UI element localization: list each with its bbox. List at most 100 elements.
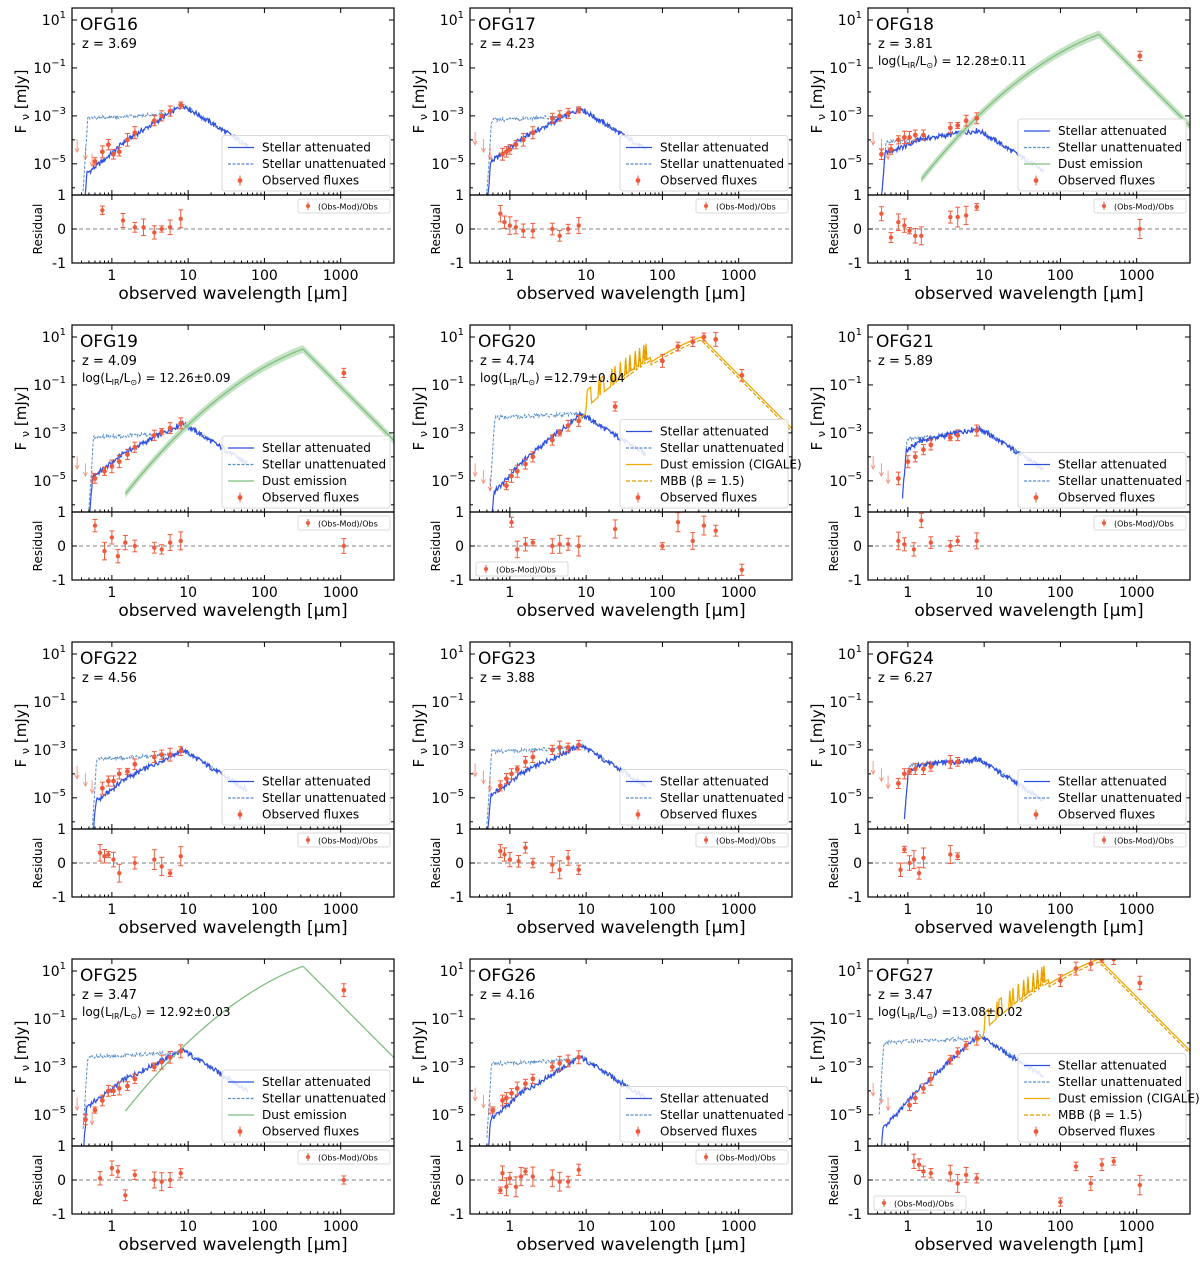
obs-point bbox=[530, 130, 536, 136]
resid-y-tick-label: -1 bbox=[52, 1207, 66, 1223]
obs-point bbox=[341, 370, 347, 376]
y-tick-label: 101 bbox=[440, 961, 464, 980]
resid-point bbox=[178, 854, 183, 859]
resid-point bbox=[498, 211, 503, 216]
y-tick-label: 10−3 bbox=[431, 423, 464, 442]
resid-legend-label: (Obs-Mod)/Obs bbox=[318, 1154, 378, 1163]
resid-point bbox=[928, 1171, 934, 1176]
legend-box bbox=[221, 135, 391, 192]
y-tick-label: 101 bbox=[42, 10, 66, 29]
upper-limit-arrow bbox=[472, 772, 478, 778]
y-axis-label-sub: ν bbox=[417, 1065, 430, 1071]
resid-point bbox=[612, 526, 618, 532]
lir-label: log(LIR/L⊙) =13.08±0.02 bbox=[878, 1005, 1023, 1021]
obs-point bbox=[83, 1117, 88, 1123]
obs-point bbox=[520, 137, 526, 143]
resid-point bbox=[565, 855, 571, 861]
resid-point bbox=[498, 848, 503, 854]
y-tick-exp: −3 bbox=[847, 423, 862, 434]
obs-point bbox=[132, 761, 138, 767]
obs-point bbox=[576, 1054, 582, 1060]
obs-point bbox=[530, 1076, 536, 1082]
resid-y-tick-label: -1 bbox=[52, 256, 66, 272]
resid-point bbox=[523, 1169, 528, 1174]
resid-y-tick-label: 0 bbox=[853, 222, 862, 238]
legend-box bbox=[1017, 118, 1187, 192]
resid-y-tick-label: 1 bbox=[57, 822, 66, 838]
resid-point bbox=[963, 213, 969, 218]
upper-limit-arrow bbox=[487, 154, 493, 161]
lir-sun: ⊙ bbox=[926, 1012, 933, 1021]
obs-point bbox=[675, 344, 681, 349]
upper-limit-arrow bbox=[74, 774, 80, 781]
lir-sun: ⊙ bbox=[528, 378, 535, 387]
obs-point bbox=[895, 476, 901, 481]
resid-point bbox=[341, 543, 347, 549]
y-tick-label: 10−3 bbox=[829, 106, 862, 125]
obs-point bbox=[105, 1088, 111, 1094]
obs-point bbox=[912, 766, 918, 772]
legend-label-att: Stellar attenuated bbox=[262, 441, 371, 455]
y-axis-label-sub: ν bbox=[417, 114, 430, 120]
x-axis-label: observed wavelength [μm] bbox=[516, 918, 745, 938]
x-tick-label: 100 bbox=[1047, 1219, 1074, 1235]
obs-point bbox=[895, 781, 901, 786]
resid-point bbox=[921, 1169, 926, 1174]
resid-point bbox=[513, 225, 519, 230]
resid-point bbox=[167, 871, 173, 876]
y-axis-label-unit: [mJy] bbox=[808, 70, 826, 114]
panel-title: OFG23 bbox=[478, 649, 536, 669]
resid-y-tick-label: 1 bbox=[455, 505, 464, 521]
resid-legend-box bbox=[297, 515, 391, 531]
legend-label-unatt: Stellar unattenuated bbox=[660, 157, 784, 171]
lir-val: ) =12.79±0.04 bbox=[535, 371, 625, 385]
x-tick-label: 10 bbox=[179, 902, 197, 918]
resid-point bbox=[896, 220, 901, 225]
resid-legend-label: (Obs-Mod)/Obs bbox=[1114, 837, 1174, 846]
stellar-attenuated-line bbox=[89, 420, 248, 512]
resid-point bbox=[498, 1188, 503, 1193]
resid-point bbox=[123, 1193, 128, 1198]
x-tick-label: 1 bbox=[505, 585, 514, 601]
main-plot-area bbox=[870, 30, 1190, 195]
y-tick-exp: −1 bbox=[847, 1009, 862, 1020]
legend-label-unatt: Stellar unattenuated bbox=[660, 1108, 784, 1122]
obs-point bbox=[928, 764, 934, 770]
obs-point bbox=[921, 132, 926, 138]
y-axis-label-unit: [mJy] bbox=[12, 704, 30, 748]
resid-point bbox=[902, 847, 907, 852]
resid-point bbox=[948, 1171, 953, 1176]
legend-label-obs: Observed fluxes bbox=[1058, 491, 1155, 505]
y-axis-label-unit: [mJy] bbox=[12, 387, 30, 431]
x-tick-label: 100 bbox=[649, 268, 676, 284]
upper-limit-arrow bbox=[885, 154, 891, 161]
resid-point bbox=[550, 543, 555, 549]
panel-title: OFG17 bbox=[478, 15, 536, 35]
x-tick-label: 10 bbox=[975, 585, 993, 601]
resid-point bbox=[502, 220, 507, 225]
lir-sub: IR bbox=[112, 1012, 120, 1021]
obs-point bbox=[1058, 978, 1063, 983]
obs-point bbox=[888, 147, 894, 152]
resid-point bbox=[955, 538, 960, 544]
resid-legend-box bbox=[475, 561, 569, 577]
y-tick-label: 10−5 bbox=[431, 1105, 464, 1124]
legend-label-unatt: Stellar unattenuated bbox=[1058, 1075, 1182, 1089]
resid-point bbox=[102, 854, 107, 859]
residual-axis-label: Residual bbox=[429, 521, 443, 572]
obs-point bbox=[99, 149, 105, 155]
obs-point bbox=[151, 432, 157, 438]
x-axis-label: observed wavelength [μm] bbox=[516, 1235, 745, 1255]
residual-axis-label: Residual bbox=[31, 838, 45, 889]
y-axis-label: F ν [mJy] bbox=[410, 387, 430, 451]
upper-limit-arrow bbox=[82, 1113, 88, 1119]
x-tick-label: 100 bbox=[1047, 585, 1074, 601]
obs-point bbox=[500, 1098, 505, 1103]
y-axis-label-sub: ν bbox=[815, 748, 828, 754]
legend-label-att: Stellar attenuated bbox=[262, 141, 371, 155]
x-tick-label: 1 bbox=[505, 902, 514, 918]
obs-point bbox=[523, 461, 528, 467]
residual-axis-label: Residual bbox=[429, 204, 443, 255]
